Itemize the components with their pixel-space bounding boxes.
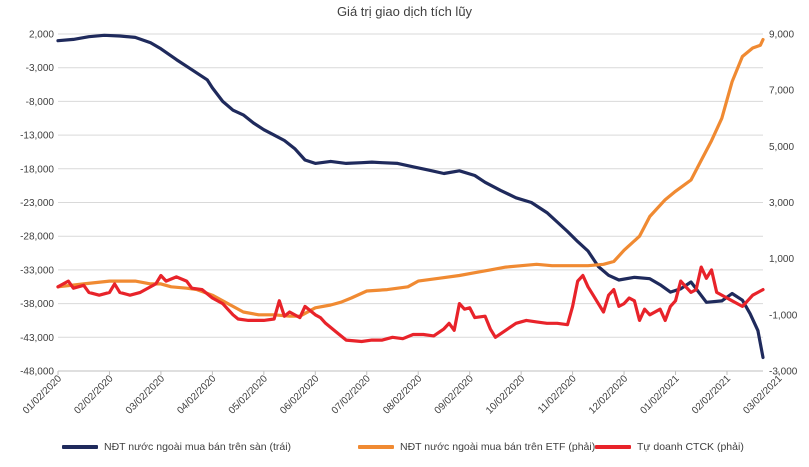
x-tick-label: 01/02/2021 xyxy=(638,373,681,416)
y-tick-label-right: 5,000 xyxy=(769,142,794,153)
y-tick-label-left: 2,000 xyxy=(29,30,54,41)
legend-swatch xyxy=(62,445,98,449)
series-line-1 xyxy=(56,33,765,360)
y-tick-label-right: -1,000 xyxy=(769,310,798,321)
legend-swatch xyxy=(358,445,394,449)
x-tick-label: 01/02/2020 xyxy=(21,373,64,416)
y-tick-label-left: -23,000 xyxy=(20,198,54,209)
x-tick-label: 06/02/2020 xyxy=(278,373,321,416)
x-tick-label: 05/02/2020 xyxy=(227,373,270,416)
series-line-2 xyxy=(56,38,765,318)
y-tick-label-right: 3,000 xyxy=(769,198,794,209)
legend-label: Tự doanh CTCK (phải) xyxy=(637,441,744,453)
y-tick-label-right: 9,000 xyxy=(769,30,794,41)
legend-swatch xyxy=(595,445,631,449)
y-tick-label-left: -18,000 xyxy=(20,164,54,175)
y-tick-label-left: -33,000 xyxy=(20,265,54,276)
x-tick-label: 09/02/2020 xyxy=(433,373,476,416)
legend-item: NĐT nước ngoài mua bán trên sàn (trái) xyxy=(62,441,291,453)
x-tick-label: 10/02/2020 xyxy=(484,373,527,416)
x-tick-label: 03/02/2020 xyxy=(124,373,167,416)
x-tick-label: 08/02/2020 xyxy=(381,373,424,416)
x-tick-label: 11/02/2020 xyxy=(536,373,579,416)
y-tick-label-right: -3,000 xyxy=(769,367,798,378)
y-tick-label-left: -43,000 xyxy=(20,333,54,344)
legend-label: NĐT nước ngoài mua bán trên sàn (trái) xyxy=(104,441,292,453)
x-tick-label: 02/02/2020 xyxy=(72,373,115,416)
y-tick-label-right: 1,000 xyxy=(769,254,794,265)
y-tick-label-left: -3,000 xyxy=(26,63,55,74)
legend-label: NĐT nước ngoài mua bán trên ETF (phải) xyxy=(400,441,596,453)
y-tick-label-left: -28,000 xyxy=(20,232,54,243)
x-tick-label: 04/02/2020 xyxy=(175,373,218,416)
legend-item: Tự doanh CTCK (phải) xyxy=(595,441,744,453)
chart-title: Giá trị giao dịch tích lũy xyxy=(336,4,473,19)
y-tick-label-left: -8,000 xyxy=(26,97,55,108)
series-line-3 xyxy=(56,265,765,344)
x-tick-label: 07/02/2020 xyxy=(330,373,373,416)
x-tick-label: 12/02/2020 xyxy=(587,373,630,416)
legend: NĐT nước ngoài mua bán trên sàn (trái) NĐ… xyxy=(0,441,809,461)
y-tick-label-left: -48,000 xyxy=(20,367,54,378)
legend-item: NĐT nước ngoài mua bán trên ETF (phải) xyxy=(358,441,595,453)
x-tick-label: 02/02/2021 xyxy=(690,373,733,416)
y-tick-label-right: 7,000 xyxy=(769,86,794,97)
x-tick-label: 03/02/2021 xyxy=(741,373,784,416)
y-tick-label-left: -38,000 xyxy=(20,299,54,310)
y-tick-label-left: -13,000 xyxy=(20,131,54,142)
